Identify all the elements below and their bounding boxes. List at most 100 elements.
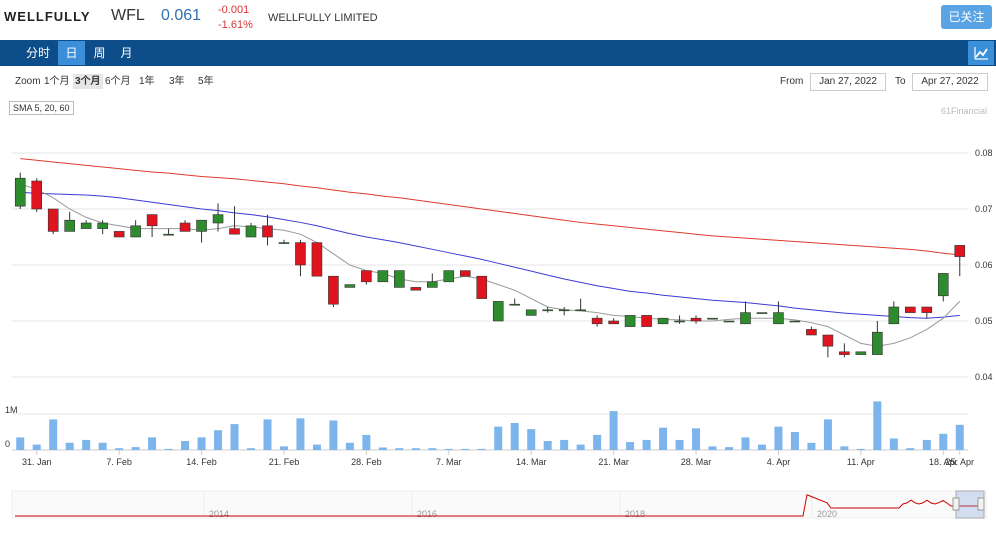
volume-bar — [65, 442, 74, 450]
volume-tick-label: 0 — [5, 439, 10, 449]
navigator-year-label: 2014 — [209, 509, 229, 519]
candle — [789, 320, 801, 323]
date-tick-label: 28. Mar — [681, 457, 712, 467]
date-tick-label: 11. Apr — [847, 457, 875, 467]
period-tab-bar: 分时 日 周 月 — [0, 40, 996, 66]
indicator-legend[interactable]: SMA 5, 20, 60 — [9, 101, 74, 115]
volume-bars — [16, 401, 964, 450]
price-change-abs: -0.001 — [218, 4, 250, 16]
volume-bar — [741, 437, 750, 450]
volume-bar — [115, 448, 124, 450]
candle-body — [855, 351, 867, 355]
candle — [295, 239, 306, 277]
candle-body — [954, 245, 966, 257]
candle-body — [344, 284, 356, 288]
volume-bar — [329, 420, 338, 450]
candle — [328, 275, 339, 307]
candle — [31, 178, 43, 212]
candles — [14, 172, 966, 358]
candle — [723, 320, 735, 323]
volume-bar — [411, 448, 420, 450]
volume-bar — [49, 419, 58, 450]
candle-body — [905, 306, 916, 313]
to-date-input[interactable]: Apr 27, 2022 — [912, 73, 988, 91]
candle — [773, 301, 784, 325]
navigator-line — [15, 494, 983, 517]
zoom-6m-button[interactable]: 6个月 — [105, 76, 131, 87]
navigator-year-label: 2018 — [625, 509, 645, 519]
candle-body — [806, 329, 817, 336]
candle — [855, 351, 867, 355]
candle-body — [196, 219, 207, 232]
candle — [344, 284, 356, 288]
candle-body — [245, 225, 257, 238]
zoom-3m-button[interactable]: 3个月 — [73, 74, 103, 89]
candle-body — [47, 208, 59, 232]
zoom-3y-button[interactable]: 3年 — [169, 76, 185, 87]
candle — [888, 301, 900, 325]
sma20-line — [20, 191, 960, 319]
price-axis: 0.08 0.07 0.06 0.05 0.04 — [975, 148, 993, 382]
candle — [410, 287, 422, 291]
price-change: -0.001 -1.61% — [218, 3, 253, 33]
zoom-1y-button[interactable]: 1年 — [139, 76, 155, 87]
price-tick-label: 0.05 — [975, 316, 993, 326]
candle-body — [937, 273, 949, 297]
tab-monthly[interactable]: 月 — [120, 46, 133, 60]
volume-bar — [395, 448, 404, 450]
price-tick-label: 0.06 — [975, 260, 993, 270]
candle — [212, 203, 224, 232]
candle-body — [295, 242, 306, 266]
candle-body — [361, 270, 372, 283]
navigator-selection — [955, 490, 985, 519]
follow-button[interactable]: 已关注 — [941, 5, 992, 29]
candle — [179, 220, 191, 232]
volume-bar — [609, 411, 618, 450]
tab-daily[interactable]: 日 — [58, 41, 85, 65]
candle-body — [212, 214, 224, 224]
candle — [476, 275, 488, 299]
volume-bar — [98, 442, 107, 450]
volume-bar — [708, 446, 717, 450]
chart-type-button[interactable] — [968, 41, 994, 65]
candle-body — [80, 222, 92, 229]
zoom-1m-button[interactable]: 1个月 — [44, 76, 70, 87]
from-date-input[interactable]: Jan 27, 2022 — [810, 73, 886, 91]
navigator: 2014 2016 2018 2020 — [11, 490, 987, 519]
candle — [196, 219, 207, 243]
candle — [822, 334, 834, 358]
date-tick-label: 7. Feb — [106, 457, 132, 467]
navigator-year-label: 2016 — [417, 509, 437, 519]
candle — [806, 326, 817, 336]
date-tick-label: 4. Apr — [767, 457, 791, 467]
price-change-pct: -1.61% — [218, 19, 253, 31]
company-name: WELLFULLY LIMITED — [268, 12, 378, 24]
volume-bar — [345, 442, 354, 450]
tab-intraday[interactable]: 分时 — [25, 46, 50, 60]
zoom-5y-button[interactable]: 5年 — [198, 76, 214, 87]
candle-body — [443, 270, 455, 283]
candle-body — [427, 281, 438, 288]
volume-bar — [873, 401, 882, 450]
candle-body — [525, 309, 537, 316]
tab-weekly[interactable]: 周 — [93, 46, 106, 60]
volume-bar — [527, 429, 536, 450]
candle — [608, 318, 619, 325]
candle-body — [262, 225, 273, 238]
candle — [591, 315, 603, 327]
sma60-line — [20, 158, 960, 256]
candle-body — [328, 275, 339, 305]
volume-axis: 1M 0 — [5, 405, 18, 449]
candle — [624, 315, 636, 327]
to-label: To — [895, 76, 906, 87]
candle-body — [872, 331, 883, 355]
candle — [262, 214, 273, 246]
volume-bar — [214, 430, 223, 450]
volume-bar — [889, 438, 898, 450]
volume-bar — [131, 447, 140, 450]
volume-bar — [626, 442, 635, 450]
candle — [641, 315, 652, 327]
volume-bar — [82, 439, 91, 450]
volume-bar — [576, 444, 585, 450]
date-axis: 31. Jan 7. Feb 14. Feb 21. Feb 28. Feb 7. Mar… — [22, 450, 974, 467]
